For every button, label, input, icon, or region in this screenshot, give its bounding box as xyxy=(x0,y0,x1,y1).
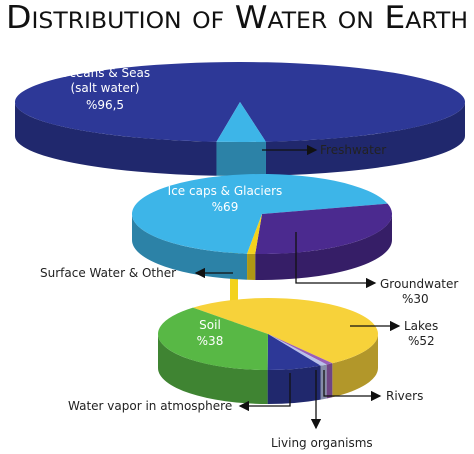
slice-side xyxy=(132,214,248,280)
connector xyxy=(295,232,377,289)
slice xyxy=(268,334,327,366)
slice-side xyxy=(326,363,333,399)
category-label: Groundwater xyxy=(380,277,459,291)
category-label: Freshwater xyxy=(320,143,387,157)
slice xyxy=(15,61,466,142)
category-label: Living organisms xyxy=(271,436,373,450)
slice xyxy=(255,203,392,254)
slice xyxy=(132,174,388,254)
slice xyxy=(247,214,262,254)
value-label: %52 xyxy=(408,334,435,348)
slice-side xyxy=(265,102,465,176)
category-label: Lakes xyxy=(404,319,439,333)
slice xyxy=(157,307,268,370)
slice-side xyxy=(158,334,268,404)
category-label: Soil xyxy=(199,318,221,332)
category-label: Water vapor in atmosphere xyxy=(68,399,233,413)
slice-side xyxy=(216,141,266,177)
slice-side xyxy=(15,102,217,176)
value-label: %69 xyxy=(211,200,239,214)
value-label: %96,5 xyxy=(85,98,125,112)
slice-side xyxy=(247,253,256,280)
category-label: Ice caps & Glaciers xyxy=(167,184,283,198)
slice-side xyxy=(332,334,378,398)
connector xyxy=(323,370,382,402)
slice xyxy=(268,334,333,365)
slice xyxy=(216,102,266,142)
value-label: %38 xyxy=(196,334,224,348)
chart-title: Distribution of Water on Earth xyxy=(6,0,468,36)
category-label: Oceans & Seas (salt water) xyxy=(59,66,151,95)
value-label: %30 xyxy=(402,292,429,306)
slice xyxy=(267,334,321,371)
category-label: Rivers xyxy=(386,389,424,403)
slice xyxy=(192,297,379,364)
connector xyxy=(238,373,291,412)
category-label: Surface Water & Other xyxy=(40,266,177,280)
slice-side xyxy=(255,214,392,280)
slice-side xyxy=(267,365,321,404)
